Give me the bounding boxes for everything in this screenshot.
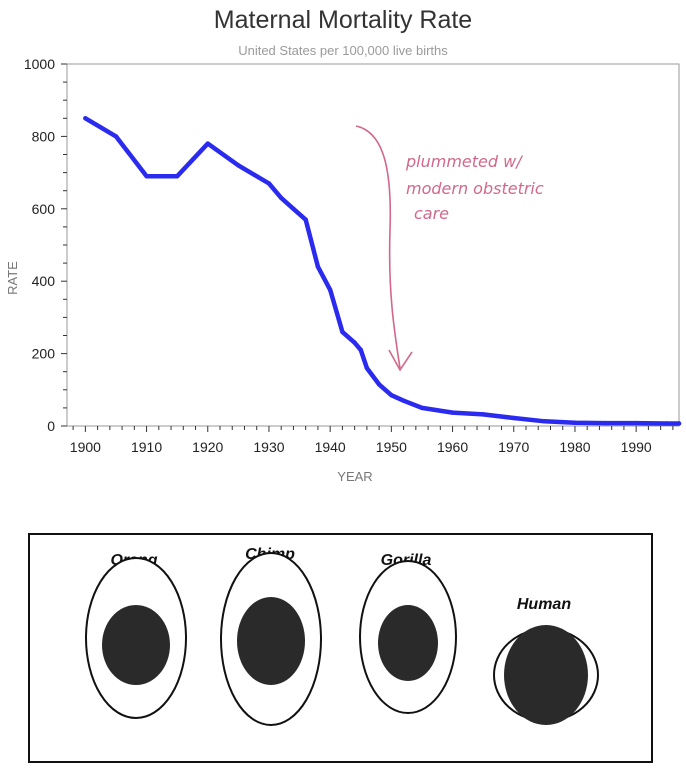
series-layer (83, 116, 682, 426)
x-axis-title: YEAR (337, 469, 372, 484)
data-point (205, 141, 210, 146)
series-line (83, 116, 682, 426)
data-point (315, 264, 321, 269)
x-tick-label: 1900 (70, 439, 101, 455)
data-point (144, 174, 149, 179)
annotation-arrowhead (388, 349, 413, 372)
y-axis-title: RATE (5, 261, 20, 295)
y-tick-label: 800 (32, 128, 56, 144)
label-human: Human (517, 596, 571, 613)
x-tick-label: 1970 (498, 439, 529, 455)
data-point (664, 421, 669, 426)
gorilla-fetal-head (378, 605, 438, 681)
y-tick-label: 200 (32, 346, 56, 362)
y-tick-label: 0 (47, 418, 55, 434)
data-point (480, 412, 486, 417)
data-point (174, 174, 180, 179)
annotation-line-1: plummeted w/ (405, 152, 523, 171)
data-point (401, 398, 406, 403)
data-point (376, 382, 382, 387)
data-point (291, 206, 296, 211)
x-axis: 1900 1910 1920 1930 1940 1950 1960 1970 1980 1990 (70, 426, 674, 455)
data-point (279, 195, 284, 201)
x-tick-label: 1960 (437, 439, 468, 455)
x-tick-label: 1980 (559, 439, 590, 455)
data-point (340, 329, 345, 335)
y-tick-label: 400 (32, 273, 56, 289)
annotation-line-2: modern obstetric (406, 179, 544, 198)
data-point (327, 287, 333, 293)
annotation-line-3: care (414, 204, 449, 223)
data-point (113, 134, 119, 139)
data-point (419, 405, 425, 411)
x-tick-label: 1930 (253, 439, 284, 455)
x-tick-label: 1920 (192, 439, 223, 455)
data-point (511, 415, 516, 421)
x-tick-label: 1940 (315, 439, 346, 455)
data-point (633, 420, 639, 426)
y-axis: 0 200 400 600 800 1000 (24, 56, 680, 434)
chimp-fetal-head (237, 597, 305, 685)
primate-pelvis-figure: Orang Chimp Gorilla Human (28, 533, 653, 763)
data-point (542, 419, 547, 424)
data-point (364, 365, 370, 371)
data-point (603, 420, 608, 426)
annotation-arrow (355, 125, 401, 369)
chart-title: Maternal Mortality Rate (213, 6, 473, 34)
data-point (352, 340, 357, 345)
plot-frame (66, 63, 680, 427)
orang-fetal-head (102, 605, 170, 685)
data-point (83, 116, 88, 121)
chart-subtitle: United States per 100,000 live births (238, 43, 448, 58)
human-fetal-head (504, 625, 588, 725)
data-point (236, 163, 241, 168)
y-tick-label: 1000 (24, 56, 55, 72)
data-point (303, 217, 308, 222)
data-point (389, 393, 394, 398)
data-point (450, 410, 455, 415)
y-tick-label: 600 (32, 201, 56, 217)
x-tick-label: 1950 (376, 439, 407, 455)
data-point (358, 347, 363, 353)
data-point (266, 181, 272, 186)
x-tick-label: 1910 (131, 439, 162, 455)
data-point (572, 420, 578, 425)
data-point (676, 421, 682, 426)
pelvis-diagram: Orang Chimp Gorilla Human (85, 546, 599, 726)
x-tick-label: 1990 (621, 439, 652, 455)
